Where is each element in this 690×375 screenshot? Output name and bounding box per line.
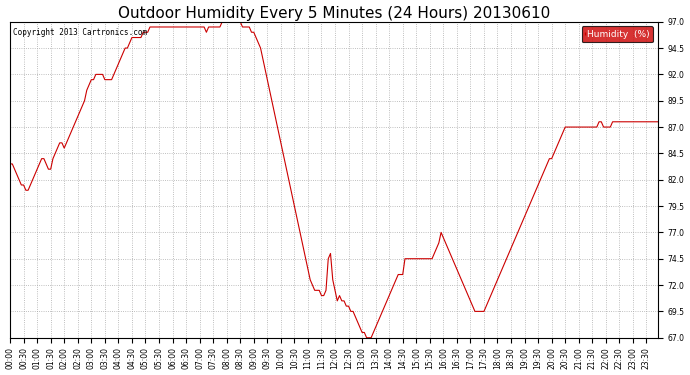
Text: Copyright 2013 Cartronics.com: Copyright 2013 Cartronics.com (13, 28, 148, 37)
Title: Outdoor Humidity Every 5 Minutes (24 Hours) 20130610: Outdoor Humidity Every 5 Minutes (24 Hou… (118, 6, 550, 21)
Legend: Humidity  (%): Humidity (%) (582, 26, 653, 42)
